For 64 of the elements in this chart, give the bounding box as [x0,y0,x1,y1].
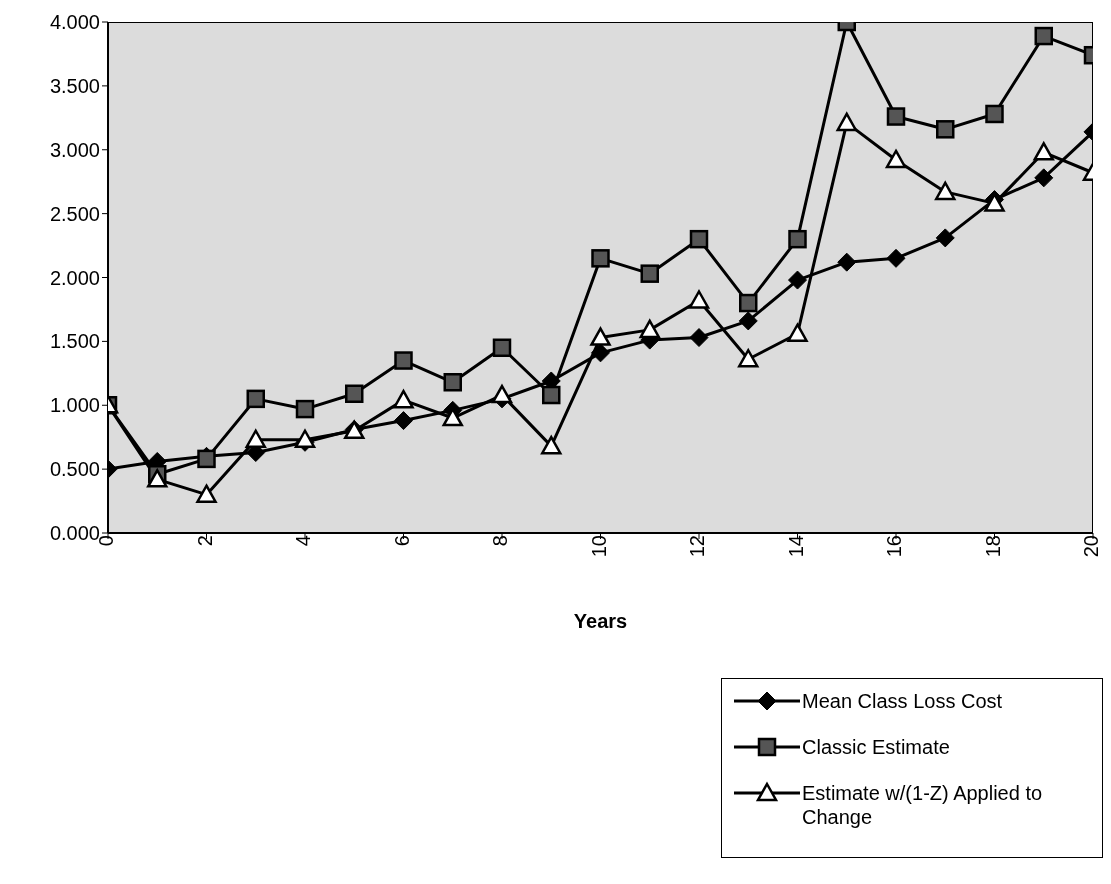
point [1034,168,1054,188]
y-tick-label: 3.500 [49,74,100,97]
point [294,429,316,448]
point [295,399,315,419]
point [639,319,660,339]
point [541,435,562,455]
point [886,248,906,268]
point [394,411,413,431]
point [885,149,907,169]
point [836,112,857,132]
point [935,228,955,248]
point [345,384,364,403]
x-tick-label: 6 [390,535,413,547]
point [246,389,265,409]
y-tick-label: 0.500 [49,458,100,481]
x-tick-label: 14 [784,535,807,558]
x-tick-label: 4 [292,535,315,547]
point [245,429,266,448]
y-tick-label: 2.500 [49,202,100,225]
point [443,373,462,392]
point [788,229,807,249]
point [1034,26,1053,46]
point [394,351,413,370]
point [492,338,512,358]
point [886,107,906,126]
y-tick-label: 2.000 [49,266,100,289]
x-tick-label: 20 [1080,535,1103,558]
legend-label: Estimate w/(1-Z) Applied to Change [802,781,1044,829]
point [738,349,759,368]
point [196,484,217,503]
point [491,384,513,404]
point [591,343,610,363]
y-tick-label: 4.000 [49,11,100,34]
point [147,469,168,488]
x-tick-label: 8 [489,535,512,547]
point [738,311,758,331]
legend-label: Classic Estimate [802,735,950,759]
point [739,293,758,313]
x-tick-label: 18 [981,535,1004,558]
y-tick-label: 1.000 [49,394,100,417]
point [393,389,414,409]
point [1033,142,1054,161]
point [689,328,709,348]
point [689,229,709,249]
x-tick-label: 2 [193,535,216,547]
point [591,249,610,268]
point [590,327,611,346]
x-axis-title: Years [573,610,628,632]
x-tick-label: 12 [686,535,709,558]
point [985,104,1004,124]
point [936,120,955,139]
point [542,385,561,405]
x-tick-label: 10 [587,535,610,558]
y-tick-label: 3.000 [49,138,100,161]
point [788,270,807,290]
point [787,323,808,342]
point [640,264,659,283]
point [837,252,857,272]
point [688,290,710,309]
y-tick-label: 1.500 [49,330,100,353]
x-tick-label: 16 [883,535,906,558]
y-tick-label: 0.000 [49,522,100,545]
point [935,181,956,201]
legend-label: Mean Class Loss Cost [802,689,1003,713]
